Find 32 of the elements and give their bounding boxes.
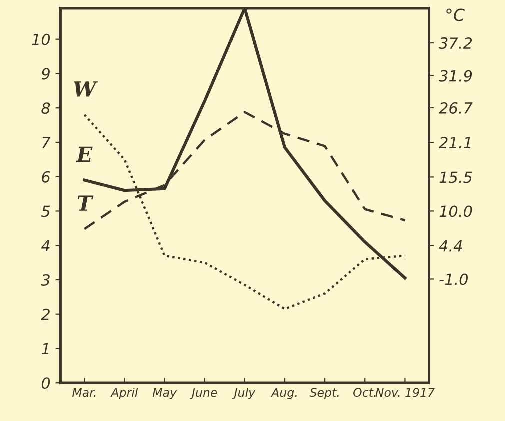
y-tick-label: 1: [42, 343, 49, 355]
y-tick-label: 6: [42, 171, 50, 183]
y-tick-label: 10: [32, 34, 50, 46]
x-tick-label: Sept.: [310, 388, 339, 400]
x-tick-label: Oct.: [354, 388, 376, 398]
x-tick-label: Mar.: [72, 388, 96, 398]
y-tick-label: 5: [41, 206, 50, 218]
y2-tick-label: 4.4: [439, 240, 462, 252]
y-tick-label: 0: [42, 378, 50, 390]
x-tick-label: May: [152, 388, 178, 400]
x-tick-label: Aug.: [270, 388, 297, 400]
x-tick-label: Nov. 1917: [376, 388, 435, 398]
series-label: W: [74, 82, 98, 97]
y2-tick-label: 26.7: [439, 102, 473, 114]
y2-tick-label: 31.9: [439, 70, 472, 82]
y-tick-label: 7: [42, 137, 51, 148]
series-label: E: [76, 146, 93, 162]
y2-axis-title: °C: [446, 8, 465, 22]
x-tick-label: July: [232, 388, 256, 400]
y2-tick-label: 10.0: [440, 206, 472, 218]
y2-tick-label: 37.2: [439, 38, 472, 50]
y-tick-label: 8: [42, 102, 50, 114]
y-tick-label: 2: [41, 308, 50, 320]
y-tick-label: 9: [42, 68, 50, 80]
series-label: T: [78, 196, 94, 211]
x-tick-label: April: [110, 388, 138, 400]
y2-tick-label: 15.5: [440, 172, 472, 184]
x-tick-label: June: [190, 388, 218, 400]
y2-tick-label: 21.1: [439, 137, 471, 148]
y-tick-label: 4: [41, 240, 50, 252]
y-tick-label: 3: [41, 274, 50, 286]
y2-tick-label: -1.0: [440, 274, 468, 286]
